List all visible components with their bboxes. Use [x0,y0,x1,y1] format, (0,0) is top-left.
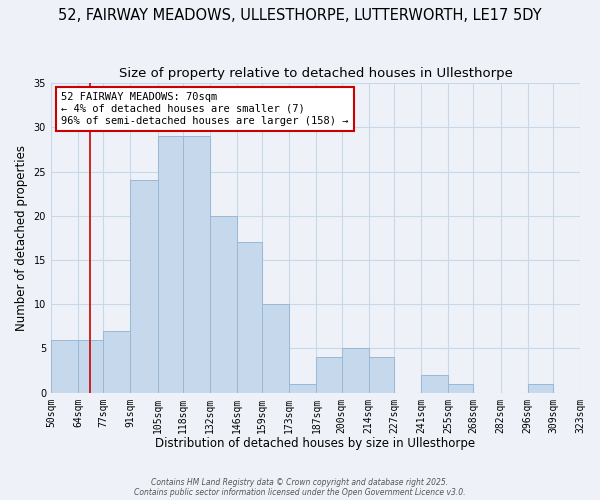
Bar [341,348,369,393]
Text: 52 FAIRWAY MEADOWS: 70sqm
← 4% of detached houses are smaller (7)
96% of semi-de: 52 FAIRWAY MEADOWS: 70sqm ← 4% of detach… [61,92,349,126]
Bar [237,242,262,392]
Bar [103,331,130,392]
X-axis label: Distribution of detached houses by size in Ullesthorpe: Distribution of detached houses by size … [155,437,476,450]
Bar [51,340,78,392]
Text: 52, FAIRWAY MEADOWS, ULLESTHORPE, LUTTERWORTH, LE17 5DY: 52, FAIRWAY MEADOWS, ULLESTHORPE, LUTTER… [58,8,542,22]
Bar [210,216,237,392]
Bar [527,384,553,392]
Bar [448,384,473,392]
Bar [369,358,394,392]
Bar [289,384,316,392]
Bar [421,375,448,392]
Y-axis label: Number of detached properties: Number of detached properties [15,145,28,331]
Bar [262,304,289,392]
Title: Size of property relative to detached houses in Ullesthorpe: Size of property relative to detached ho… [119,68,512,80]
Bar [158,136,183,392]
Text: Contains HM Land Registry data © Crown copyright and database right 2025.
Contai: Contains HM Land Registry data © Crown c… [134,478,466,497]
Bar [183,136,210,392]
Bar [580,384,600,392]
Bar [130,180,158,392]
Bar [78,340,103,392]
Bar [316,358,341,392]
